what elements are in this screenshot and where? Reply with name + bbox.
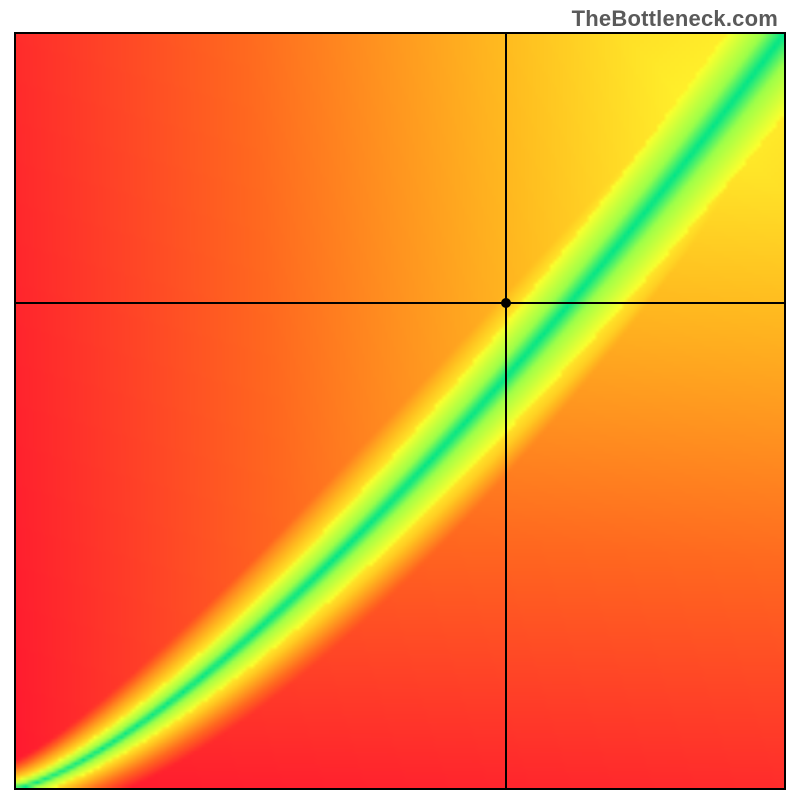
crosshair-horizontal-line [16, 302, 784, 304]
heatmap-canvas [16, 34, 784, 788]
crosshair-vertical-line [505, 34, 507, 788]
watermark-text: TheBottleneck.com [572, 6, 778, 32]
crosshair-point [501, 298, 511, 308]
bottleneck-heatmap [14, 32, 786, 790]
